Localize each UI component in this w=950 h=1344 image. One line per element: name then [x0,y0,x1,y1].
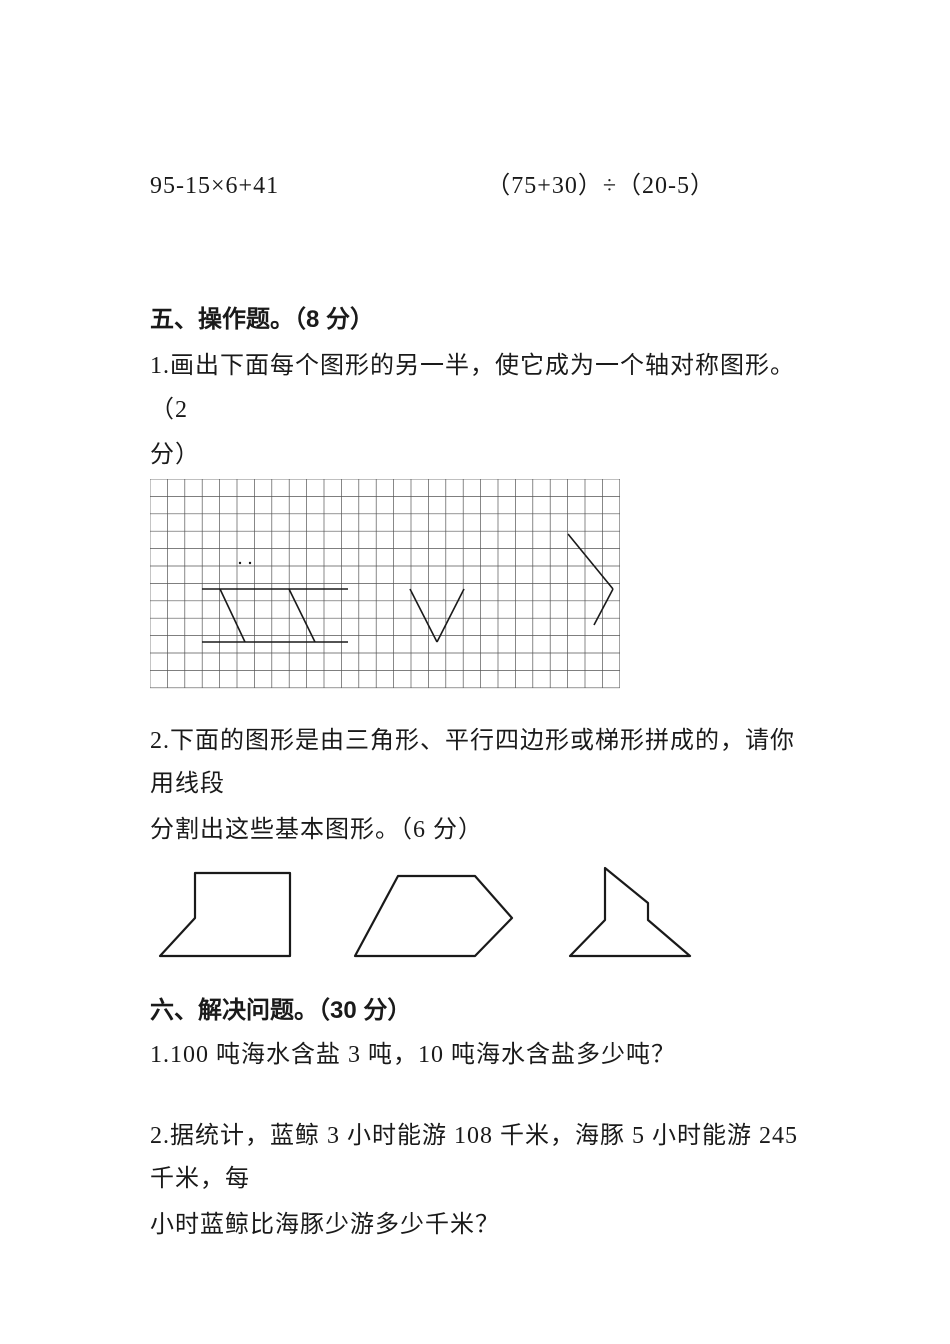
q6-1: 1.100 吨海水含盐 3 吨，10 吨海水含盐多少吨？ [150,1034,805,1077]
grid-symmetry-figure [150,479,805,714]
math-expression-2: （75+30）÷（20-5） [486,165,715,208]
math-problems-row: 95-15×6+41 （75+30）÷（20-5） [150,165,805,208]
q5-2-line1: 2.下面的图形是由三角形、平行四边形或梯形拼成的，请你用线段 [150,720,805,806]
q5-1-line2: 分） [150,434,805,477]
section-5-header: 五、操作题。（8 分） [150,298,805,341]
q6-2-line1: 2.据统计，蓝鲸 3 小时能游 108 千米，海豚 5 小时能游 245 千米，… [150,1115,805,1201]
q5-1-line1: 1.画出下面每个图形的另一半，使它成为一个轴对称图形。（2 [150,345,805,431]
q5-2-line2: 分割出这些基本图形。（6 分） [150,809,805,852]
shapes-svg [150,858,750,968]
q6-2-line2: 小时蓝鲸比海豚少游多少千米？ [150,1204,805,1247]
shapes-figure [150,858,805,983]
grid-svg [150,479,620,699]
section-6-header: 六、解决问题。（30 分） [150,989,805,1032]
math-expression-1: 95-15×6+41 [150,165,279,208]
